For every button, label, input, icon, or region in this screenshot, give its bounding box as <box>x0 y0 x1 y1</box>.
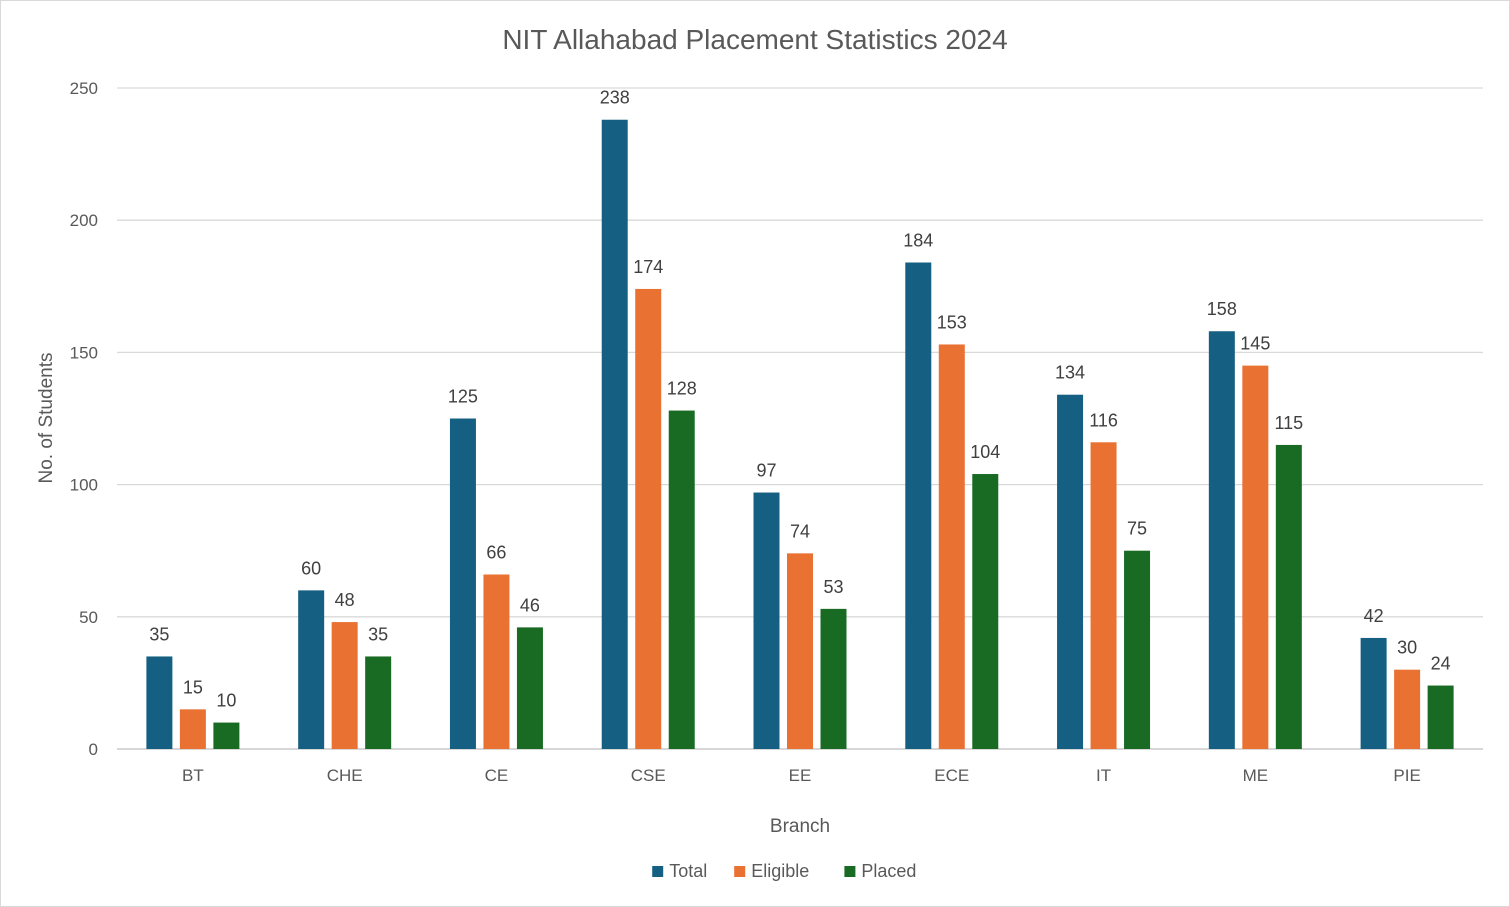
data-label: 30 <box>1397 638 1417 658</box>
x-tick-label: ME <box>1243 766 1269 785</box>
bar-eligible-ee <box>787 553 813 749</box>
data-label: 35 <box>368 624 388 644</box>
bar-placed-bt <box>213 722 240 749</box>
bar-total-it <box>1057 394 1084 749</box>
data-label: 75 <box>1127 519 1147 539</box>
legend-label: Eligible <box>751 861 809 881</box>
x-tick-label: BT <box>182 766 204 785</box>
x-tick-label: PIE <box>1393 766 1420 785</box>
legend-swatch <box>652 866 664 877</box>
data-label: 97 <box>756 461 776 481</box>
bar-placed-che <box>365 656 392 749</box>
bar-total-pie <box>1360 637 1387 749</box>
bar-eligible-cse <box>635 288 662 749</box>
y-tick-label: 200 <box>70 211 98 230</box>
data-label: 125 <box>448 387 478 407</box>
legend-label: Total <box>669 861 707 881</box>
data-label: 116 <box>1089 410 1118 430</box>
legend-item-total: Total <box>652 861 707 881</box>
data-label: 60 <box>301 558 321 578</box>
bar-eligible-pie <box>1394 669 1421 749</box>
bar-eligible-che <box>331 622 358 749</box>
legend-label: Placed <box>861 861 916 881</box>
bar-eligible-bt <box>179 709 206 749</box>
data-label: 10 <box>216 691 236 711</box>
x-axis-ticks: BT CHE CE CSE EE ECE IT ME PIE <box>182 766 1421 785</box>
data-label: 74 <box>790 521 810 541</box>
bar-placed-ece <box>972 474 999 749</box>
data-label: 104 <box>970 442 1000 462</box>
y-tick-label: 250 <box>70 79 98 98</box>
bar-total-ece <box>905 262 932 749</box>
bar-total-che <box>298 590 325 749</box>
data-label: 153 <box>937 312 967 332</box>
bar-total-cse <box>601 119 628 749</box>
bar-eligible-ece <box>938 344 965 749</box>
x-tick-label: EE <box>789 766 812 785</box>
legend-item-eligible: Eligible <box>734 861 809 881</box>
bars <box>146 119 1454 749</box>
x-tick-label: CE <box>485 766 509 785</box>
data-label: 158 <box>1207 299 1237 319</box>
chart-title: NIT Allahabad Placement Statistics 2024 <box>502 24 1007 55</box>
data-label: 42 <box>1364 606 1384 626</box>
legend-swatch <box>844 866 856 877</box>
x-tick-label: ECE <box>934 766 969 785</box>
legend-swatch <box>734 866 746 877</box>
bar-total-ee <box>753 492 780 749</box>
y-tick-label: 150 <box>70 343 98 362</box>
data-label: 115 <box>1274 413 1303 433</box>
x-tick-label: CSE <box>631 766 666 785</box>
bar-total-me <box>1208 331 1235 749</box>
data-label: 35 <box>149 624 169 644</box>
bar-placed-ee <box>820 608 847 749</box>
data-labels: 35 15 10 60 48 35 125 66 46 238 174 128 97 74 53 184 153… <box>149 88 1450 711</box>
data-label: 15 <box>183 677 203 697</box>
data-label: 48 <box>335 590 355 610</box>
data-label: 128 <box>667 379 697 399</box>
bar-eligible-me <box>1242 365 1269 749</box>
x-tick-label: CHE <box>327 766 363 785</box>
bar-eligible-it <box>1090 442 1117 749</box>
data-label: 24 <box>1431 654 1451 674</box>
y-axis-title: No. of Students <box>36 353 57 484</box>
bar-placed-it <box>1124 550 1151 749</box>
data-label: 145 <box>1240 334 1270 354</box>
data-label: 238 <box>600 88 630 108</box>
y-tick-label: 0 <box>89 740 98 759</box>
data-label: 174 <box>633 257 663 277</box>
bar-placed-ce <box>516 627 543 749</box>
y-tick-label: 50 <box>79 608 98 627</box>
bar-placed-cse <box>668 410 695 749</box>
bar-total-bt <box>146 656 173 749</box>
y-axis-ticks: 0 50 100 150 200 250 <box>70 79 98 759</box>
data-label: 184 <box>903 231 933 251</box>
bar-placed-me <box>1275 444 1302 749</box>
bar-total-ce <box>449 418 476 749</box>
bar-placed-pie <box>1427 685 1454 749</box>
data-label: 46 <box>520 595 540 615</box>
bar-eligible-ce <box>483 574 510 749</box>
data-label: 134 <box>1055 363 1085 383</box>
legend: Total Eligible Placed <box>652 861 916 881</box>
data-label: 66 <box>486 542 506 562</box>
x-axis-title: Branch <box>770 816 830 837</box>
legend-item-placed: Placed <box>844 861 916 881</box>
data-label: 53 <box>823 577 843 597</box>
x-tick-label: IT <box>1096 766 1111 785</box>
y-tick-label: 100 <box>70 476 98 495</box>
